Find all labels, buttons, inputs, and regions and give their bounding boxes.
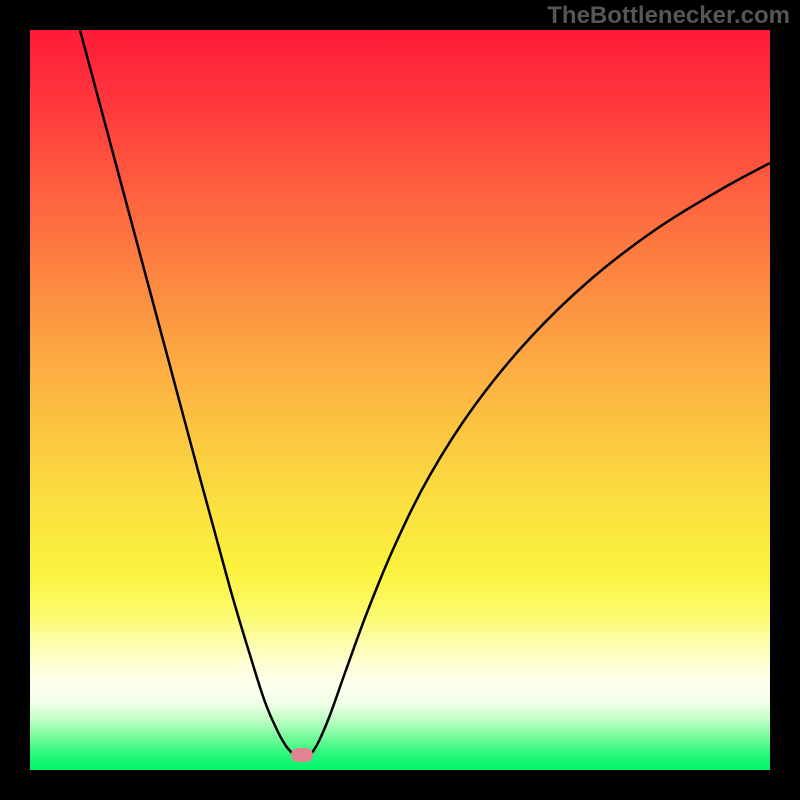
v-curve (30, 30, 770, 770)
plot-area (30, 30, 770, 770)
frame-right (770, 0, 800, 800)
min-marker (291, 748, 313, 762)
frame-left (0, 0, 30, 800)
frame-bottom (0, 770, 800, 800)
chart-container: TheBottlenecker.com (0, 0, 800, 800)
watermark-text: TheBottlenecker.com (547, 2, 790, 30)
